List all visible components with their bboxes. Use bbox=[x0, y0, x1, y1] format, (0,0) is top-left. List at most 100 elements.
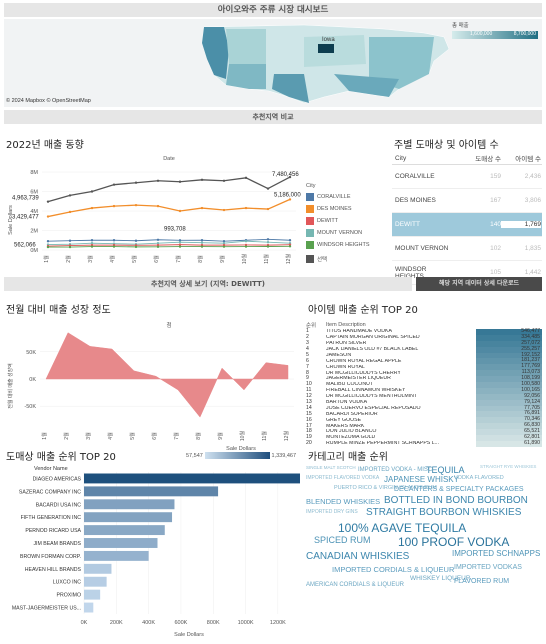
item-rank-row[interactable]: 3 PATRON SILVER 257,072 bbox=[306, 340, 542, 347]
category-word[interactable]: IMPORTED VODKA - MISC bbox=[358, 467, 433, 473]
trend-point bbox=[266, 207, 270, 211]
item-rank-row[interactable]: 10 MALIBU COCONUT 100,580 bbox=[306, 381, 542, 388]
trend-series-line bbox=[47, 240, 291, 245]
store-table-row[interactable]: MOUNT VERNON 102 1,835 bbox=[392, 237, 542, 261]
category-word[interactable]: STRAIGHT RYE WHISKIES bbox=[480, 464, 537, 469]
category-word[interactable]: DECANTERS & SPECIALTY PACKAGES bbox=[394, 486, 524, 493]
vendor-legend: Sale Dollars 57,547 1,339,467 bbox=[186, 446, 296, 459]
item-rank-row[interactable]: 2 CAPTAIN MORGAN ORIGINAL SPICED 334,485 bbox=[306, 334, 542, 341]
store-table-row[interactable]: CORALVILLE 159 2,436 bbox=[392, 165, 542, 189]
trend-legend: City CORALVILLE DES MOINES DEWITT MOUNT VER… bbox=[306, 183, 386, 267]
vendor-name: PERNOD RICARD USA bbox=[25, 528, 81, 534]
category-word[interactable]: AMERICAN CORDIALS & LIQUEUR bbox=[306, 582, 405, 588]
trend-point bbox=[200, 206, 204, 210]
category-word[interactable]: IMPORTED CORDIALS & LIQUEUR bbox=[332, 565, 455, 574]
item-rank-row[interactable]: 17 MAKERS MARK 66,830 bbox=[306, 423, 542, 430]
item-rank-row[interactable]: 4 JACK DANIELS OLD #7 BLACK LABEL 255,257 bbox=[306, 346, 542, 353]
trend-legend-item[interactable]: DEWITT bbox=[306, 215, 386, 227]
trend-legend-item[interactable]: CORALVILLE bbox=[306, 191, 386, 203]
category-word[interactable]: BLENDED WHISKIES bbox=[306, 497, 381, 506]
item-rank-row[interactable]: 7 CROWN ROYAL 177,769 bbox=[306, 364, 542, 371]
category-word[interactable]: BOTTLED IN BOND BOURBON bbox=[384, 495, 528, 506]
category-word[interactable]: TEQUILA bbox=[426, 465, 465, 475]
item-rank: 19 bbox=[306, 434, 312, 441]
trend-label-end-black: 7,480,456 bbox=[272, 172, 299, 178]
us-map[interactable]: Iowa 총 매출 1,600,000 8,700,000 © 2024 Map… bbox=[4, 19, 542, 107]
item-name: RUMPLE MINZE PEPPERMINT SCHNAPPS L... bbox=[326, 441, 439, 447]
trend-legend-item[interactable]: WINDSOR HEIGHTS bbox=[306, 239, 386, 251]
item-rank-row[interactable]: 1 TITOS HANDMADE VODKA 546,477 bbox=[306, 328, 542, 335]
item-rank-row[interactable]: 12 DR MCGILLICUDDYS MENTHOLMINT 92,056 bbox=[306, 393, 542, 400]
category-word[interactable]: CANADIAN WHISKIES bbox=[306, 551, 410, 562]
store-table-row[interactable]: DEWITT 140 1,769 bbox=[392, 213, 542, 237]
store-table: City 도매상 수 아이템 수 CORALVILLE 159 2,436 DES M… bbox=[392, 152, 542, 285]
trend-series-line bbox=[47, 244, 291, 247]
legend-swatch bbox=[306, 241, 314, 249]
item-rank-row[interactable]: 14 JOSE CUERVO ESPECIAL REPOSADO 77,705 bbox=[306, 405, 542, 412]
vendor-chart[interactable]: Vendor Name 0K 200K 400K 600K 800K 1000K 1200K S… bbox=[4, 462, 301, 640]
trend-legend-item[interactable]: DES MOINES bbox=[306, 203, 386, 215]
category-word[interactable]: JAPANESE WHISKY bbox=[384, 475, 459, 484]
item-name: GREY GOOSE bbox=[326, 417, 362, 423]
item-rank-row[interactable]: 16 GREY GOOSE 70,346 bbox=[306, 417, 542, 424]
trend-point bbox=[156, 241, 160, 245]
trend-legend-item[interactable]: 선택 bbox=[306, 251, 386, 267]
trend-point bbox=[288, 198, 292, 201]
growth-x-tick: 9월 bbox=[217, 432, 224, 440]
category-word[interactable]: IMPORTED DRY GINS bbox=[306, 509, 358, 515]
category-word[interactable]: SINGLE MALT SCOTCH bbox=[306, 465, 356, 470]
iowa-label: Iowa bbox=[322, 37, 335, 43]
store-header-stores: 도매상 수 bbox=[475, 156, 501, 163]
item-rank: 13 bbox=[306, 399, 312, 406]
category-word[interactable]: VODKA FLAVORED bbox=[454, 475, 504, 481]
trend-point bbox=[68, 245, 72, 249]
growth-chart[interactable]: 첨 전월 대비 매출 성장액 50K 0K -50K 1월 2월 3월 4월 5월 6월 7월 8월 9월… bbox=[4, 316, 300, 448]
trend-x-tick: 9월 bbox=[219, 255, 226, 263]
trend-point bbox=[134, 203, 138, 207]
category-word[interactable]: STRAIGHT BOURBON WHISKIES bbox=[366, 507, 522, 518]
iowa-state bbox=[318, 44, 334, 53]
category-wordcloud[interactable]: SINGLE MALT SCOTCH IMPORTED VODKA - MISC T… bbox=[304, 464, 542, 640]
item-rank-row[interactable]: 11 FIREBALL CINNAMON WHISKEY 100,165 bbox=[306, 387, 542, 394]
growth-area bbox=[45, 332, 289, 418]
trend-chart[interactable]: Date Sale Dollars 8M 6M 4M 2M 0M 1월 2월 3월 4월 5월 6월 7월… bbox=[4, 150, 304, 276]
item-rank-row[interactable]: 13 BARTON VODKA 79,124 bbox=[306, 399, 542, 406]
trend-point bbox=[222, 245, 226, 248]
item-sales: 76,891 bbox=[476, 411, 542, 418]
trend-y-tick: 2M bbox=[30, 229, 38, 235]
category-word[interactable]: PUERTO RICO & VIRGIN ISLANDS RUM bbox=[334, 485, 437, 491]
item-rank-row[interactable]: 8 DR MCGILLICUDDYS CHERRY 113,073 bbox=[306, 370, 542, 377]
item-rank-row[interactable]: 9 JAGERMEISTER LIQUEUR 108,199 bbox=[306, 376, 542, 383]
vendor-name: LUXCO INC bbox=[53, 580, 82, 586]
map-copyright[interactable]: © 2024 Mapbox © OpenStreetMap bbox=[6, 98, 91, 104]
category-word[interactable]: 100% AGAVE TEQUILA bbox=[338, 521, 467, 535]
detail-bar-label: 추천지역 상세 보기 (지역: DEWITT) bbox=[151, 280, 265, 288]
store-city: DEWITT bbox=[395, 221, 420, 228]
item-sales: 108,199 bbox=[476, 376, 542, 383]
legend-swatch bbox=[306, 193, 314, 201]
category-word[interactable]: IMPORTED SCHNAPPS bbox=[452, 549, 541, 558]
item-rank-row[interactable]: 15 BACARDI SUPERIOR 76,891 bbox=[306, 411, 542, 418]
vendor-bar bbox=[84, 550, 149, 561]
trend-point bbox=[288, 243, 292, 246]
trend-label-end-orange: 5,186,000 bbox=[274, 192, 301, 198]
trend-point bbox=[178, 241, 182, 244]
item-rank-row[interactable]: 6 CROWN ROYAL REGAL APPLE 181,237 bbox=[306, 358, 542, 365]
category-word[interactable]: IMPORTED VODKAS bbox=[454, 564, 522, 571]
item-rank-row[interactable]: 18 DON JULIO BLANCO 65,521 bbox=[306, 429, 542, 436]
download-button[interactable]: 해당 지역 데이터 상세 다운로드 bbox=[416, 277, 542, 291]
category-word[interactable]: IMPORTED FLAVORED VODKA bbox=[306, 475, 380, 481]
trend-legend-item[interactable]: MOUNT VERNON bbox=[306, 227, 386, 239]
store-table-row[interactable]: DES MOINES 167 3,806 bbox=[392, 189, 542, 213]
vendor-name: SAZERAC COMPANY INC bbox=[19, 489, 81, 495]
category-word[interactable]: SPICED RUM bbox=[314, 535, 371, 545]
category-word[interactable]: FLAVORED RUM bbox=[454, 578, 510, 585]
trend-point bbox=[244, 206, 248, 210]
category-word[interactable]: WHISKEY LIQUEUR bbox=[410, 575, 471, 582]
item-rank-row[interactable]: 20 RUMPLE MINZE PEPPERMINT SCHNAPPS L... 6… bbox=[306, 440, 542, 447]
legend-label: DEWITT bbox=[317, 218, 339, 224]
item-rank-row[interactable]: 5 JAMESON 192,152 bbox=[306, 352, 542, 359]
item-rank-row[interactable]: 19 MONTEZUMA GOLD 62,801 bbox=[306, 434, 542, 441]
category-word[interactable]: 100 PROOF VODKA bbox=[398, 535, 510, 549]
vendor-x-label: Sale Dollars bbox=[174, 632, 204, 638]
